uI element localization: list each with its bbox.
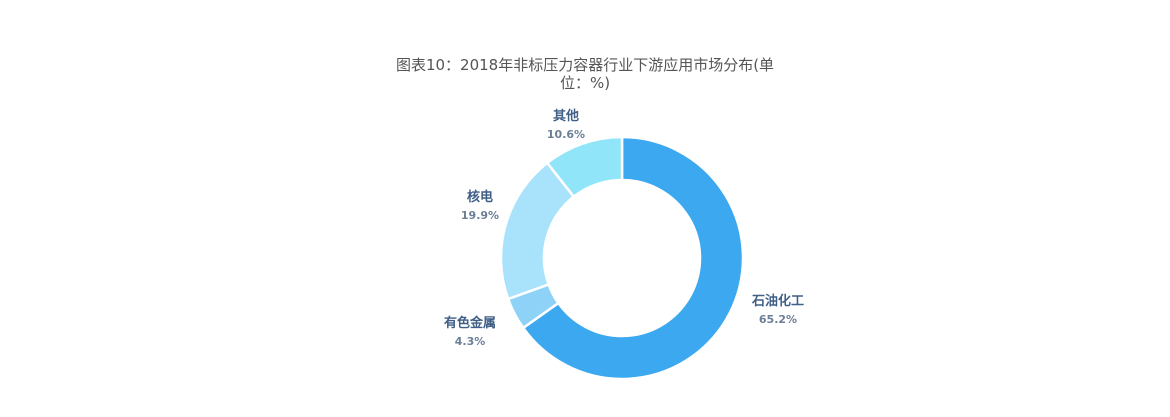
slice-label-0: 石油化工 [751,293,804,309]
slice-value-2: 19.9% [461,209,499,222]
slice-3 [545,135,624,199]
slice-0 [521,135,745,381]
chart-title-line1: 图表10：2018年非标压力容器行业下游应用市场分布(单 [395,56,775,74]
slice-value-3: 10.6% [547,128,585,141]
chart-title: 图表10：2018年非标压力容器行业下游应用市场分布(单 位：%) [0,56,1170,92]
slice-label-3: 其他 [553,108,579,124]
slice-label-2: 核电 [467,189,493,205]
slice-value-1: 4.3% [455,335,486,348]
chart-title-line2: 位：%) [559,74,611,92]
slice-label-1: 有色金属 [444,315,496,331]
slice-value-0: 65.2% [759,313,797,326]
